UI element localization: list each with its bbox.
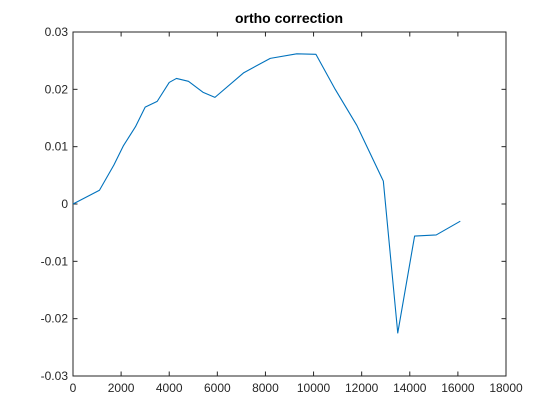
x-tick-label: 8000 <box>252 381 279 395</box>
x-tick-label: 10000 <box>297 381 331 395</box>
y-tick-label: 0.01 <box>45 140 69 154</box>
y-tick-label: -0.01 <box>41 254 69 268</box>
series-line <box>72 53 461 334</box>
x-tick-label: 6000 <box>204 381 231 395</box>
y-tick-label: 0.02 <box>45 82 69 96</box>
plot-frame <box>72 31 507 377</box>
chart-title: ortho correction <box>235 10 343 26</box>
x-tick-label: 12000 <box>345 381 379 395</box>
x-tick-label: 0 <box>70 381 77 395</box>
x-tick-label: 2000 <box>108 381 135 395</box>
x-tick-label: 18000 <box>489 381 523 395</box>
y-tick-label: 0.03 <box>45 25 69 39</box>
x-tick-label: 16000 <box>441 381 475 395</box>
y-tick-label: -0.02 <box>41 312 69 326</box>
series-layer <box>72 53 461 334</box>
x-tick-label: 4000 <box>156 381 183 395</box>
x-axis-ticks: 0 2000 4000 6000 8000 10000 12000 14000 16000 180… <box>70 32 523 395</box>
y-tick-label: 0 <box>61 197 68 211</box>
x-tick-label: 14000 <box>393 381 427 395</box>
y-tick-label: -0.03 <box>41 369 69 383</box>
y-axis-ticks: -0.03 -0.02 -0.01 0 0.01 0.02 0.03 <box>41 25 506 383</box>
